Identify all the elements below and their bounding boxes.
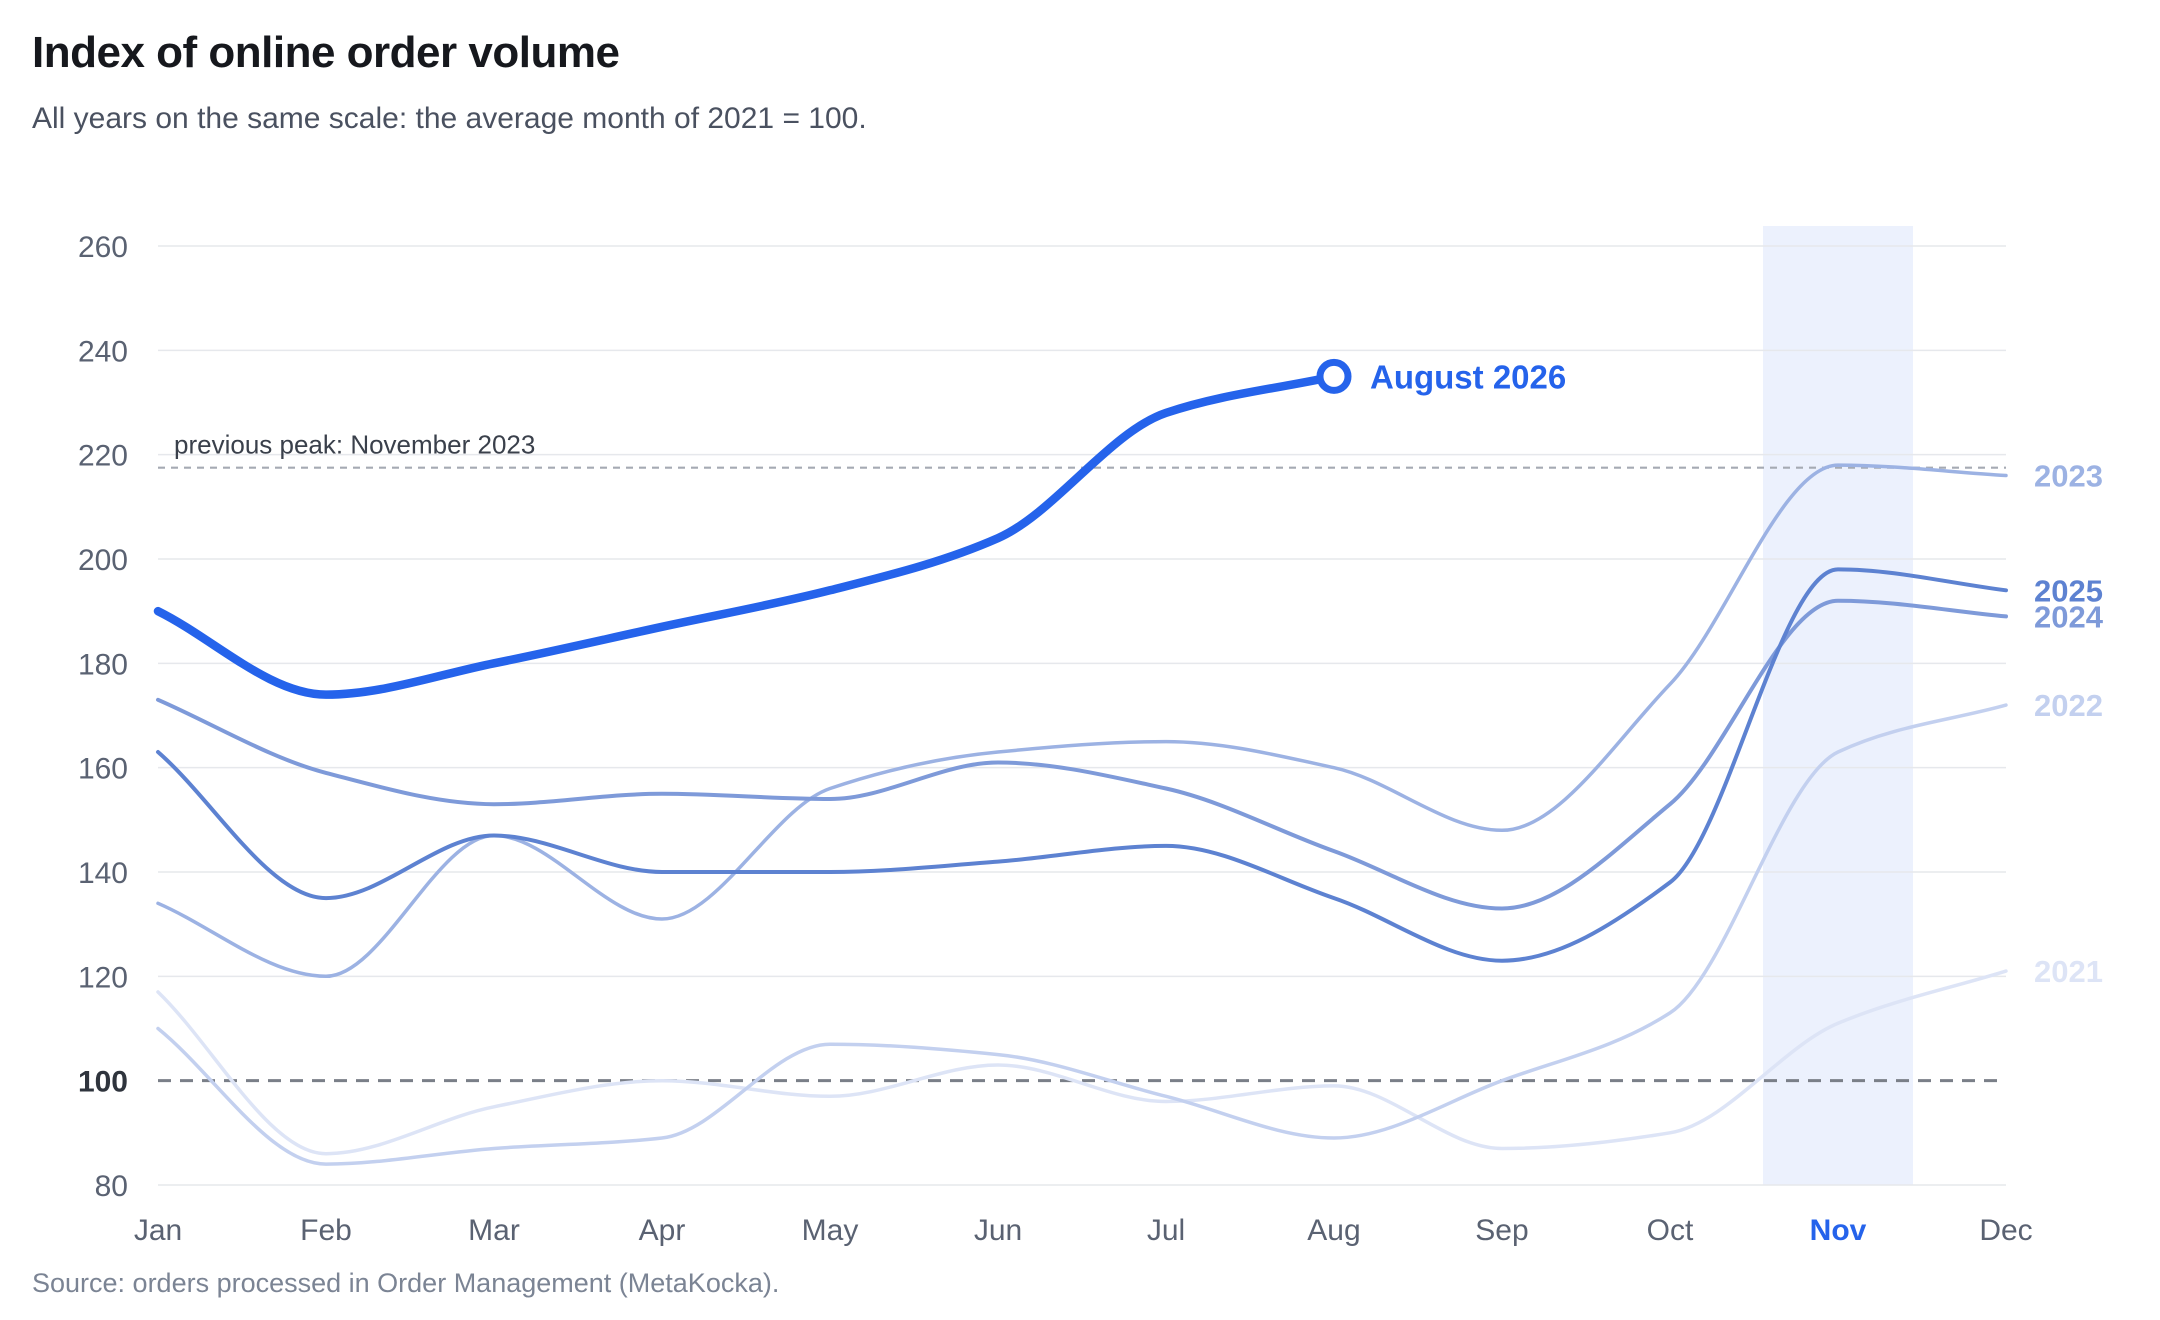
series-label-2022: 2022	[2034, 688, 2103, 723]
x-tick-label: Jul	[1147, 1214, 1185, 1247]
series-line-2021	[156, 969, 2008, 1156]
series-label-2021: 2021	[2034, 954, 2103, 989]
series-label-2024: 2024	[2034, 599, 2104, 634]
y-tick-label: 260	[78, 231, 128, 264]
x-tick-label: Nov	[1810, 1214, 1867, 1247]
august-2026-callout-label: August 2026	[1370, 358, 1566, 395]
series-line-2026	[153, 372, 1339, 699]
gridlines	[158, 245, 2006, 1186]
x-tick-label: May	[802, 1214, 859, 1247]
y-tick-label: 160	[78, 753, 128, 786]
y-axis-tick-labels: 80 100 120 140 160 180 200 220 240 260	[78, 231, 128, 1203]
series-line-2023	[156, 463, 2008, 979]
x-tick-label: Jan	[134, 1214, 182, 1247]
series-line-2024	[156, 598, 2008, 911]
x-tick-label: Mar	[468, 1214, 520, 1247]
x-tick-label: Apr	[639, 1214, 686, 1247]
august-2026-marker	[1316, 358, 1352, 394]
chart-title: Index of online order volume	[32, 28, 620, 77]
x-tick-label: Dec	[1979, 1214, 2032, 1247]
series-line-2022	[156, 703, 2008, 1166]
x-tick-label: Sep	[1475, 1214, 1528, 1247]
series-label-2023: 2023	[2034, 459, 2103, 494]
x-tick-label: Feb	[300, 1214, 352, 1247]
y-tick-label: 120	[78, 961, 128, 994]
x-tick-label: Oct	[1647, 1214, 1694, 1247]
series-line-2025	[156, 567, 2008, 963]
series-lines	[153, 372, 2008, 1166]
x-tick-label: Jun	[974, 1214, 1022, 1247]
y-tick-label: 240	[78, 335, 128, 368]
x-axis-tick-labels: Jan Feb Mar Apr May Jun Jul Aug Sep Oct Nov Dec	[134, 1214, 2033, 1247]
y-tick-label: 200	[78, 544, 128, 577]
y-tick-label: 180	[78, 648, 128, 681]
y-tick-label: 100	[78, 1066, 128, 1099]
x-tick-label: Aug	[1307, 1214, 1360, 1247]
previous-peak-label: previous peak: November 2023	[174, 430, 535, 460]
chart-subtitle: All years on the same scale: the average…	[32, 102, 867, 135]
source-note: Source: orders processed in Order Manage…	[32, 1268, 780, 1298]
november-highlight-band	[1763, 226, 1913, 1185]
y-tick-label: 220	[78, 440, 128, 473]
series-label-2025: 2025	[2034, 573, 2103, 608]
y-tick-label: 140	[78, 857, 128, 890]
y-tick-label: 80	[95, 1170, 128, 1203]
